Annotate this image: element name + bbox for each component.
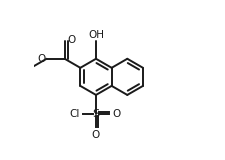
Text: O: O <box>112 109 120 119</box>
Text: Cl: Cl <box>70 109 80 119</box>
Text: O: O <box>38 54 46 64</box>
Text: OH: OH <box>88 30 104 40</box>
Text: O: O <box>68 35 76 45</box>
Text: S: S <box>92 109 99 119</box>
Text: O: O <box>92 130 100 140</box>
